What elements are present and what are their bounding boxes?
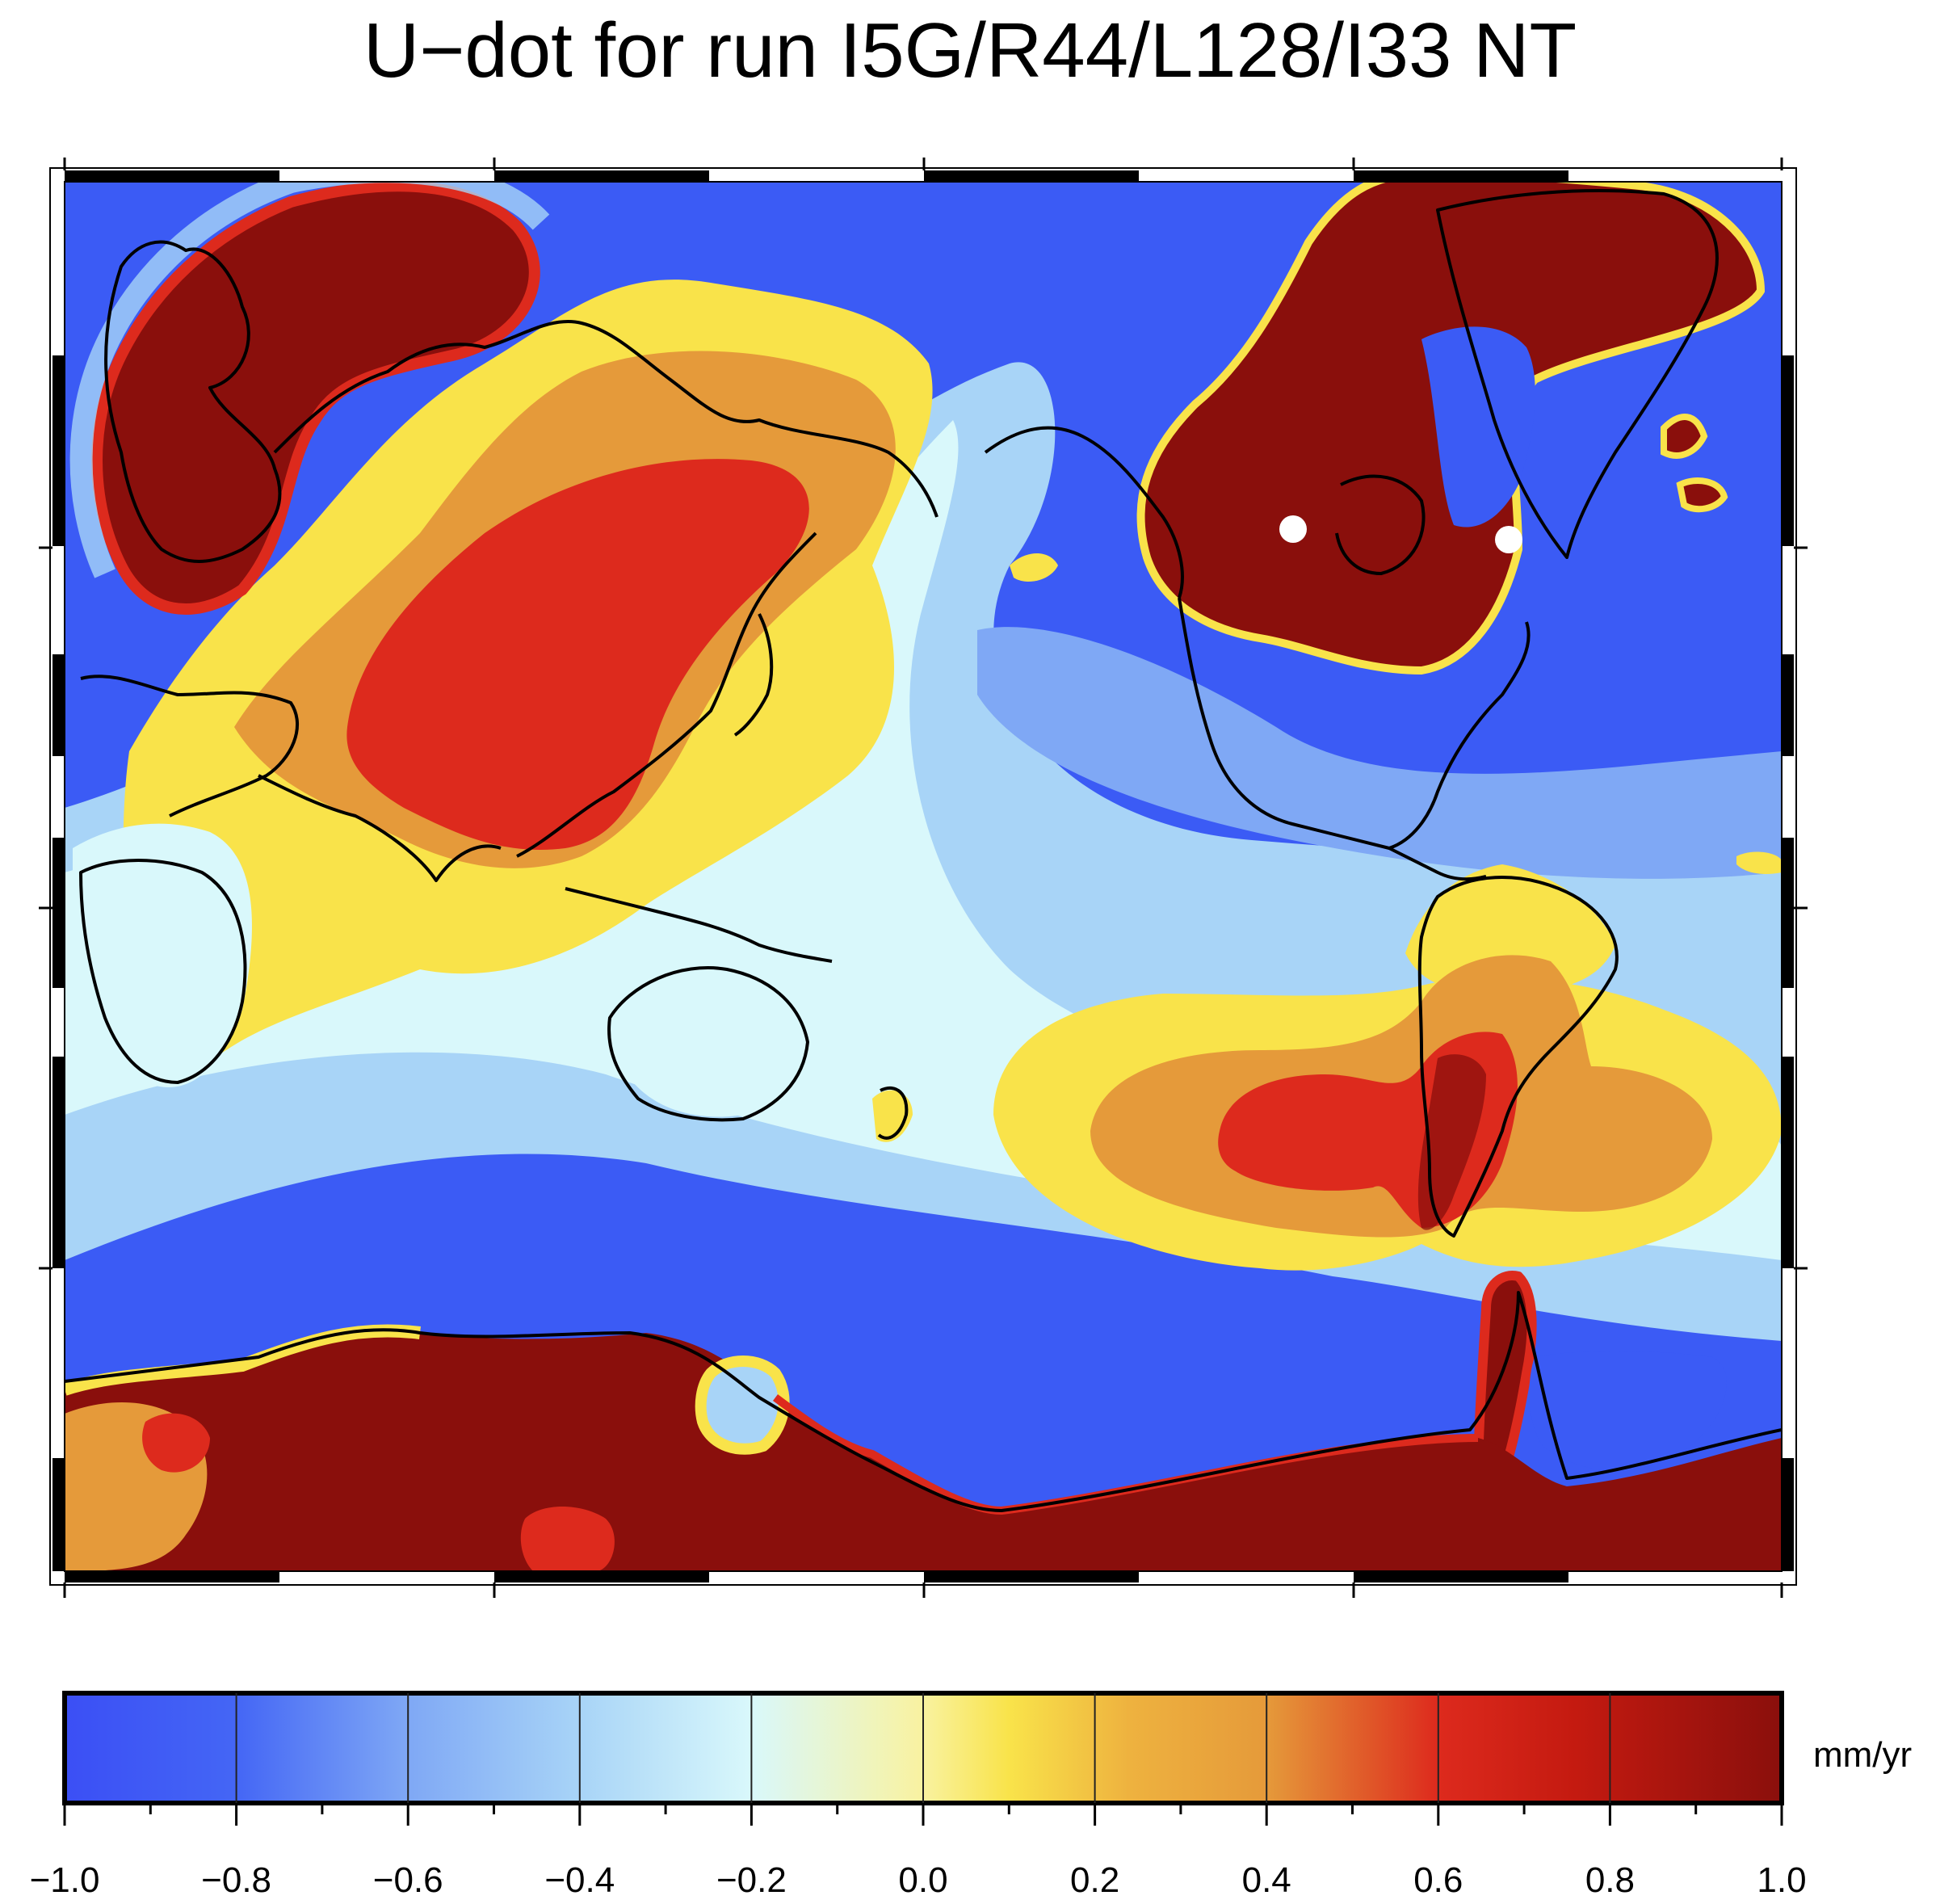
coastline-mediterranean — [80, 675, 300, 818]
frame-right-ticks — [1782, 355, 1794, 1571]
field-light-cyan-band — [65, 420, 1782, 1260]
field-dark-red-antarctica — [65, 1330, 1782, 1571]
colorbar-tick-label: 0.6 — [1413, 1860, 1463, 1900]
colorbar-tick-label: −0.4 — [544, 1860, 615, 1900]
field-red-asia — [346, 459, 809, 850]
coastline-north-america — [1178, 597, 1531, 850]
field-dark-red-greenland — [1661, 414, 1708, 459]
colorbar-fill — [62, 1691, 1784, 1805]
coastline-europe — [104, 240, 282, 563]
colorbar-tick-label: −1.0 — [30, 1860, 100, 1900]
colorbar-tick-label: −0.2 — [716, 1860, 787, 1900]
site-marker-2 — [1495, 526, 1522, 553]
field-red-antarctic-pocket — [142, 1413, 210, 1473]
field-yellow-brazil — [1405, 864, 1615, 994]
coastline-alaska — [984, 426, 1184, 599]
colorbar-tick-label: 0.2 — [1070, 1860, 1119, 1900]
field-blue-labrador-sea — [1421, 326, 1535, 527]
field-pale-fennoscandia-halo — [69, 182, 550, 578]
coastlines — [65, 189, 1782, 1512]
frame-left-ticks — [52, 355, 65, 1571]
uplift-rate-map — [39, 158, 1808, 1598]
colorbar-tick-label: 1.0 — [1757, 1860, 1806, 1900]
colorbar-tick-label: 0.8 — [1585, 1860, 1635, 1900]
colorbar-tick-label: −0.6 — [373, 1860, 443, 1900]
frame-bottom-ticks — [65, 1571, 1568, 1582]
field-mid-blue-pacific — [977, 627, 1782, 879]
coastline-new-zealand — [877, 1086, 909, 1140]
colorbar-tick-label: −0.8 — [201, 1860, 271, 1900]
field-pale-australia — [606, 960, 810, 1117]
field-dark-red-patagonia — [1417, 1054, 1486, 1230]
site-marker-1 — [1279, 515, 1307, 543]
map-field — [65, 182, 1782, 1571]
colorbar-ticks — [63, 1693, 1783, 1826]
colorbar-tick-label: 0.4 — [1242, 1860, 1291, 1900]
coastline-antarctica — [65, 1291, 1782, 1512]
field-dark-red-svalbard — [1676, 477, 1728, 513]
coastline-arabia-india — [258, 774, 502, 882]
frame-outer-ticks — [39, 158, 1808, 1598]
frame-top-ticks — [65, 170, 1568, 182]
field-yellow-alaska — [1010, 553, 1058, 582]
field-blue-weddell — [1529, 1351, 1727, 1471]
coastline-central-america — [1388, 847, 1487, 881]
colorbar-tick-labels: −1.0 −0.8 −0.6 −0.4 −0.2 0.0 0.2 0.4 0.6 0.8 1.0 — [30, 1860, 1807, 1900]
field-cyan-antarctic-hole — [695, 1355, 790, 1455]
field-dark-red-fennoscandia — [91, 182, 540, 615]
coastline-eurasia-north — [273, 320, 939, 518]
colorbar-unit-label: mm/yr — [1813, 1735, 1913, 1775]
coastline-east-asia — [516, 532, 817, 858]
coastline-australia — [607, 966, 809, 1122]
coastline-indonesia — [565, 887, 833, 963]
colorbar-tick-label: 0.0 — [898, 1860, 947, 1900]
coastline-south-america — [1417, 876, 1619, 1238]
coastline-hudson-bay — [1335, 474, 1426, 575]
field-yellow-caribbean — [1736, 851, 1782, 874]
plot-title: U−dot for run I5G/R44/L128/I33 NT — [363, 7, 1577, 94]
coastline-japan — [733, 613, 774, 737]
coastline-africa — [79, 859, 247, 1084]
field-red-antarctic-peak — [520, 1507, 615, 1571]
coastline-greenland — [1436, 189, 1719, 559]
field-pale-africa-fringe — [73, 823, 252, 1087]
field-yellow-newzealand — [872, 1090, 913, 1142]
